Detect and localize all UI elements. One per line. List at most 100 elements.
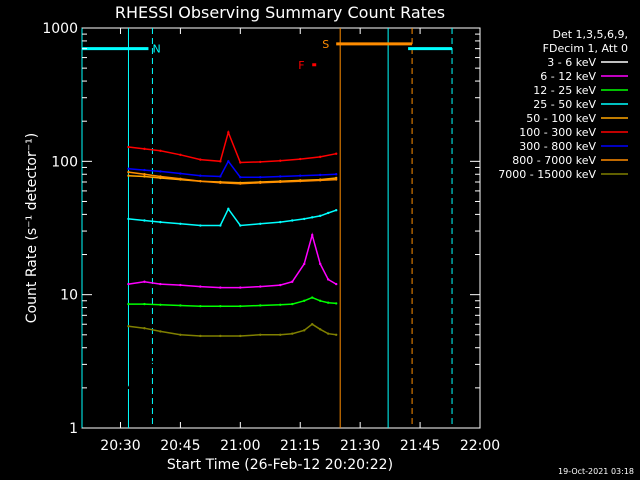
series-point-7000-15000-kev-8 (279, 333, 282, 337)
series-point-7000-15000-kev-5 (219, 334, 222, 338)
x-tick-label-20-45: 20:45 (160, 438, 200, 454)
series-point-12-25-kev-14 (334, 302, 338, 305)
series-line-25-50-kev (128, 207, 337, 227)
series-point-3-6-kev-14 (334, 373, 338, 377)
series-point-25-50-kev-12 (311, 216, 314, 219)
series-point-12-25-kev-1 (143, 302, 146, 306)
legend-label-50-100-kev: 50 - 100 keV (526, 112, 596, 125)
y-tick-label-1000: 1000 (42, 21, 78, 37)
series-point-7000-15000-kev-11 (311, 323, 314, 326)
series-point-800-7000-kev-4 (199, 179, 202, 183)
y-tick-label-10: 10 (60, 288, 78, 304)
series-point-300-800-kev-3 (179, 172, 182, 175)
series-point-6-12-kev-10 (303, 262, 306, 266)
chart-title: RHESSI Observing Summary Count Rates (115, 3, 445, 22)
series-point-12-25-kev-3 (179, 304, 182, 307)
series-point-12-25-kev-2 (159, 303, 162, 306)
series-point-12-25-kev-4 (199, 304, 202, 308)
series-line-300-800-kev (128, 159, 337, 178)
series-point-6-12-kev-6 (239, 286, 242, 289)
series-point-7000-15000-kev-7 (259, 333, 262, 337)
series-point-100-300-kev-2 (159, 149, 162, 152)
series-line-50-100-kev (128, 174, 337, 184)
legend: Det 1,3,5,6,9,FDecim 1, Att 03 - 6 keV6 … (498, 28, 628, 181)
series-point-100-300-kev-0 (127, 145, 130, 149)
series-point-12-25-kev-8 (279, 303, 282, 306)
series-point-12-25-kev-10 (303, 299, 306, 302)
legend-label-100-300-kev: 100 - 300 keV (519, 126, 596, 139)
series-point-7000-15000-kev-2 (159, 330, 162, 333)
series-point-300-800-kev-4 (199, 174, 202, 177)
series-point-25-50-kev-4 (199, 224, 202, 227)
series-point-800-7000-kev-1 (143, 173, 146, 176)
series-point-25-50-kev-11 (303, 217, 306, 221)
series-point-6-12-kev-13 (327, 278, 330, 281)
y-axis-ticks: 1 10 100 1000 (42, 21, 480, 437)
series-point-100-300-kev-4 (199, 158, 202, 161)
series-point-12-25-kev-11 (311, 296, 314, 299)
series-point-800-7000-kev-0 (127, 170, 130, 174)
flag-label-s: S (322, 38, 329, 51)
series-point-7000-15000-kev-3 (179, 333, 182, 337)
series-point-100-300-kev-6 (227, 131, 230, 134)
legend-header-1: FDecim 1, Att 0 (543, 42, 628, 55)
series-point-7000-15000-kev-12 (319, 328, 322, 331)
legend-label-800-7000-kev: 800 - 7000 keV (512, 154, 596, 167)
series-point-7000-15000-kev-6 (239, 334, 242, 338)
plot-frame (81, 27, 481, 429)
series-point-7000-15000-kev-4 (199, 334, 202, 338)
series-point-12-25-kev-6 (239, 304, 242, 308)
series-point-800-7000-kev-9 (299, 179, 302, 183)
series-point-25-50-kev-6 (227, 207, 230, 211)
series-point-7000-15000-kev-0 (127, 325, 130, 328)
series-point-3-6-kev-8 (279, 363, 282, 366)
series-point-12-25-kev-5 (219, 304, 222, 308)
y-tick-label-100: 100 (51, 154, 78, 170)
series-point-12-25-kev-13 (327, 301, 330, 304)
series-point-3-6-kev-10 (303, 346, 306, 349)
series-point-3-6-kev-4 (199, 367, 202, 370)
series-point-100-300-kev-9 (279, 159, 282, 162)
series-point-25-50-kev-0 (127, 217, 130, 221)
series-point-3-6-kev-0 (127, 386, 130, 390)
series-point-25-50-kev-13 (319, 214, 322, 218)
x-tick-label-21-30: 21:30 (340, 438, 380, 454)
legend-label-6-12-kev: 6 - 12 keV (540, 70, 596, 83)
series-point-12-25-kev-7 (259, 304, 262, 307)
legend-header-0: Det 1,3,5,6,9, (552, 28, 628, 41)
series-point-25-50-kev-3 (179, 222, 182, 226)
legend-label-3-6-kev: 3 - 6 keV (547, 56, 596, 69)
series-line-6-12-kev (128, 232, 337, 289)
x-tick-label-20-30: 20:30 (100, 438, 140, 454)
series-point-7000-15000-kev-9 (291, 332, 294, 335)
series-point-300-800-kev-8 (259, 176, 262, 179)
flag-layer: N S F (82, 38, 453, 72)
series-point-12-25-kev-9 (291, 302, 294, 306)
series-point-6-12-kev-3 (179, 283, 182, 287)
series-point-100-300-kev-7 (239, 161, 242, 164)
series-point-6-12-kev-7 (259, 285, 262, 288)
x-tick-label-22-00: 22:00 (460, 438, 500, 454)
series-point-800-7000-kev-3 (179, 177, 182, 180)
series-point-800-7000-kev-6 (239, 182, 242, 185)
series-point-6-12-kev-0 (127, 282, 130, 286)
series-point-3-6-kev-13 (327, 354, 330, 357)
x-tick-label-21-00: 21:00 (220, 438, 260, 454)
y-axis-label: Count Rate (s⁻¹ detector⁻¹) (24, 133, 40, 323)
series-line-800-7000-kev (128, 171, 337, 185)
footer-timestamp: 19-Oct-2021 03:18 (558, 467, 634, 476)
series-point-300-800-kev-12 (334, 173, 338, 176)
series-point-12-25-kev-0 (127, 302, 130, 306)
series-point-3-6-kev-2 (159, 367, 162, 370)
series-point-300-800-kev-10 (299, 174, 302, 177)
series-point-800-7000-kev-8 (279, 180, 282, 184)
series-point-3-6-kev-3 (179, 359, 182, 362)
series-point-6-12-kev-11 (311, 233, 314, 237)
series-point-6-12-kev-12 (319, 262, 322, 266)
series-point-800-7000-kev-11 (334, 178, 338, 181)
series-point-300-800-kev-11 (319, 173, 322, 177)
series-point-800-7000-kev-7 (259, 181, 262, 185)
series-point-100-300-kev-5 (219, 160, 222, 163)
series-point-800-7000-kev-2 (159, 175, 162, 178)
